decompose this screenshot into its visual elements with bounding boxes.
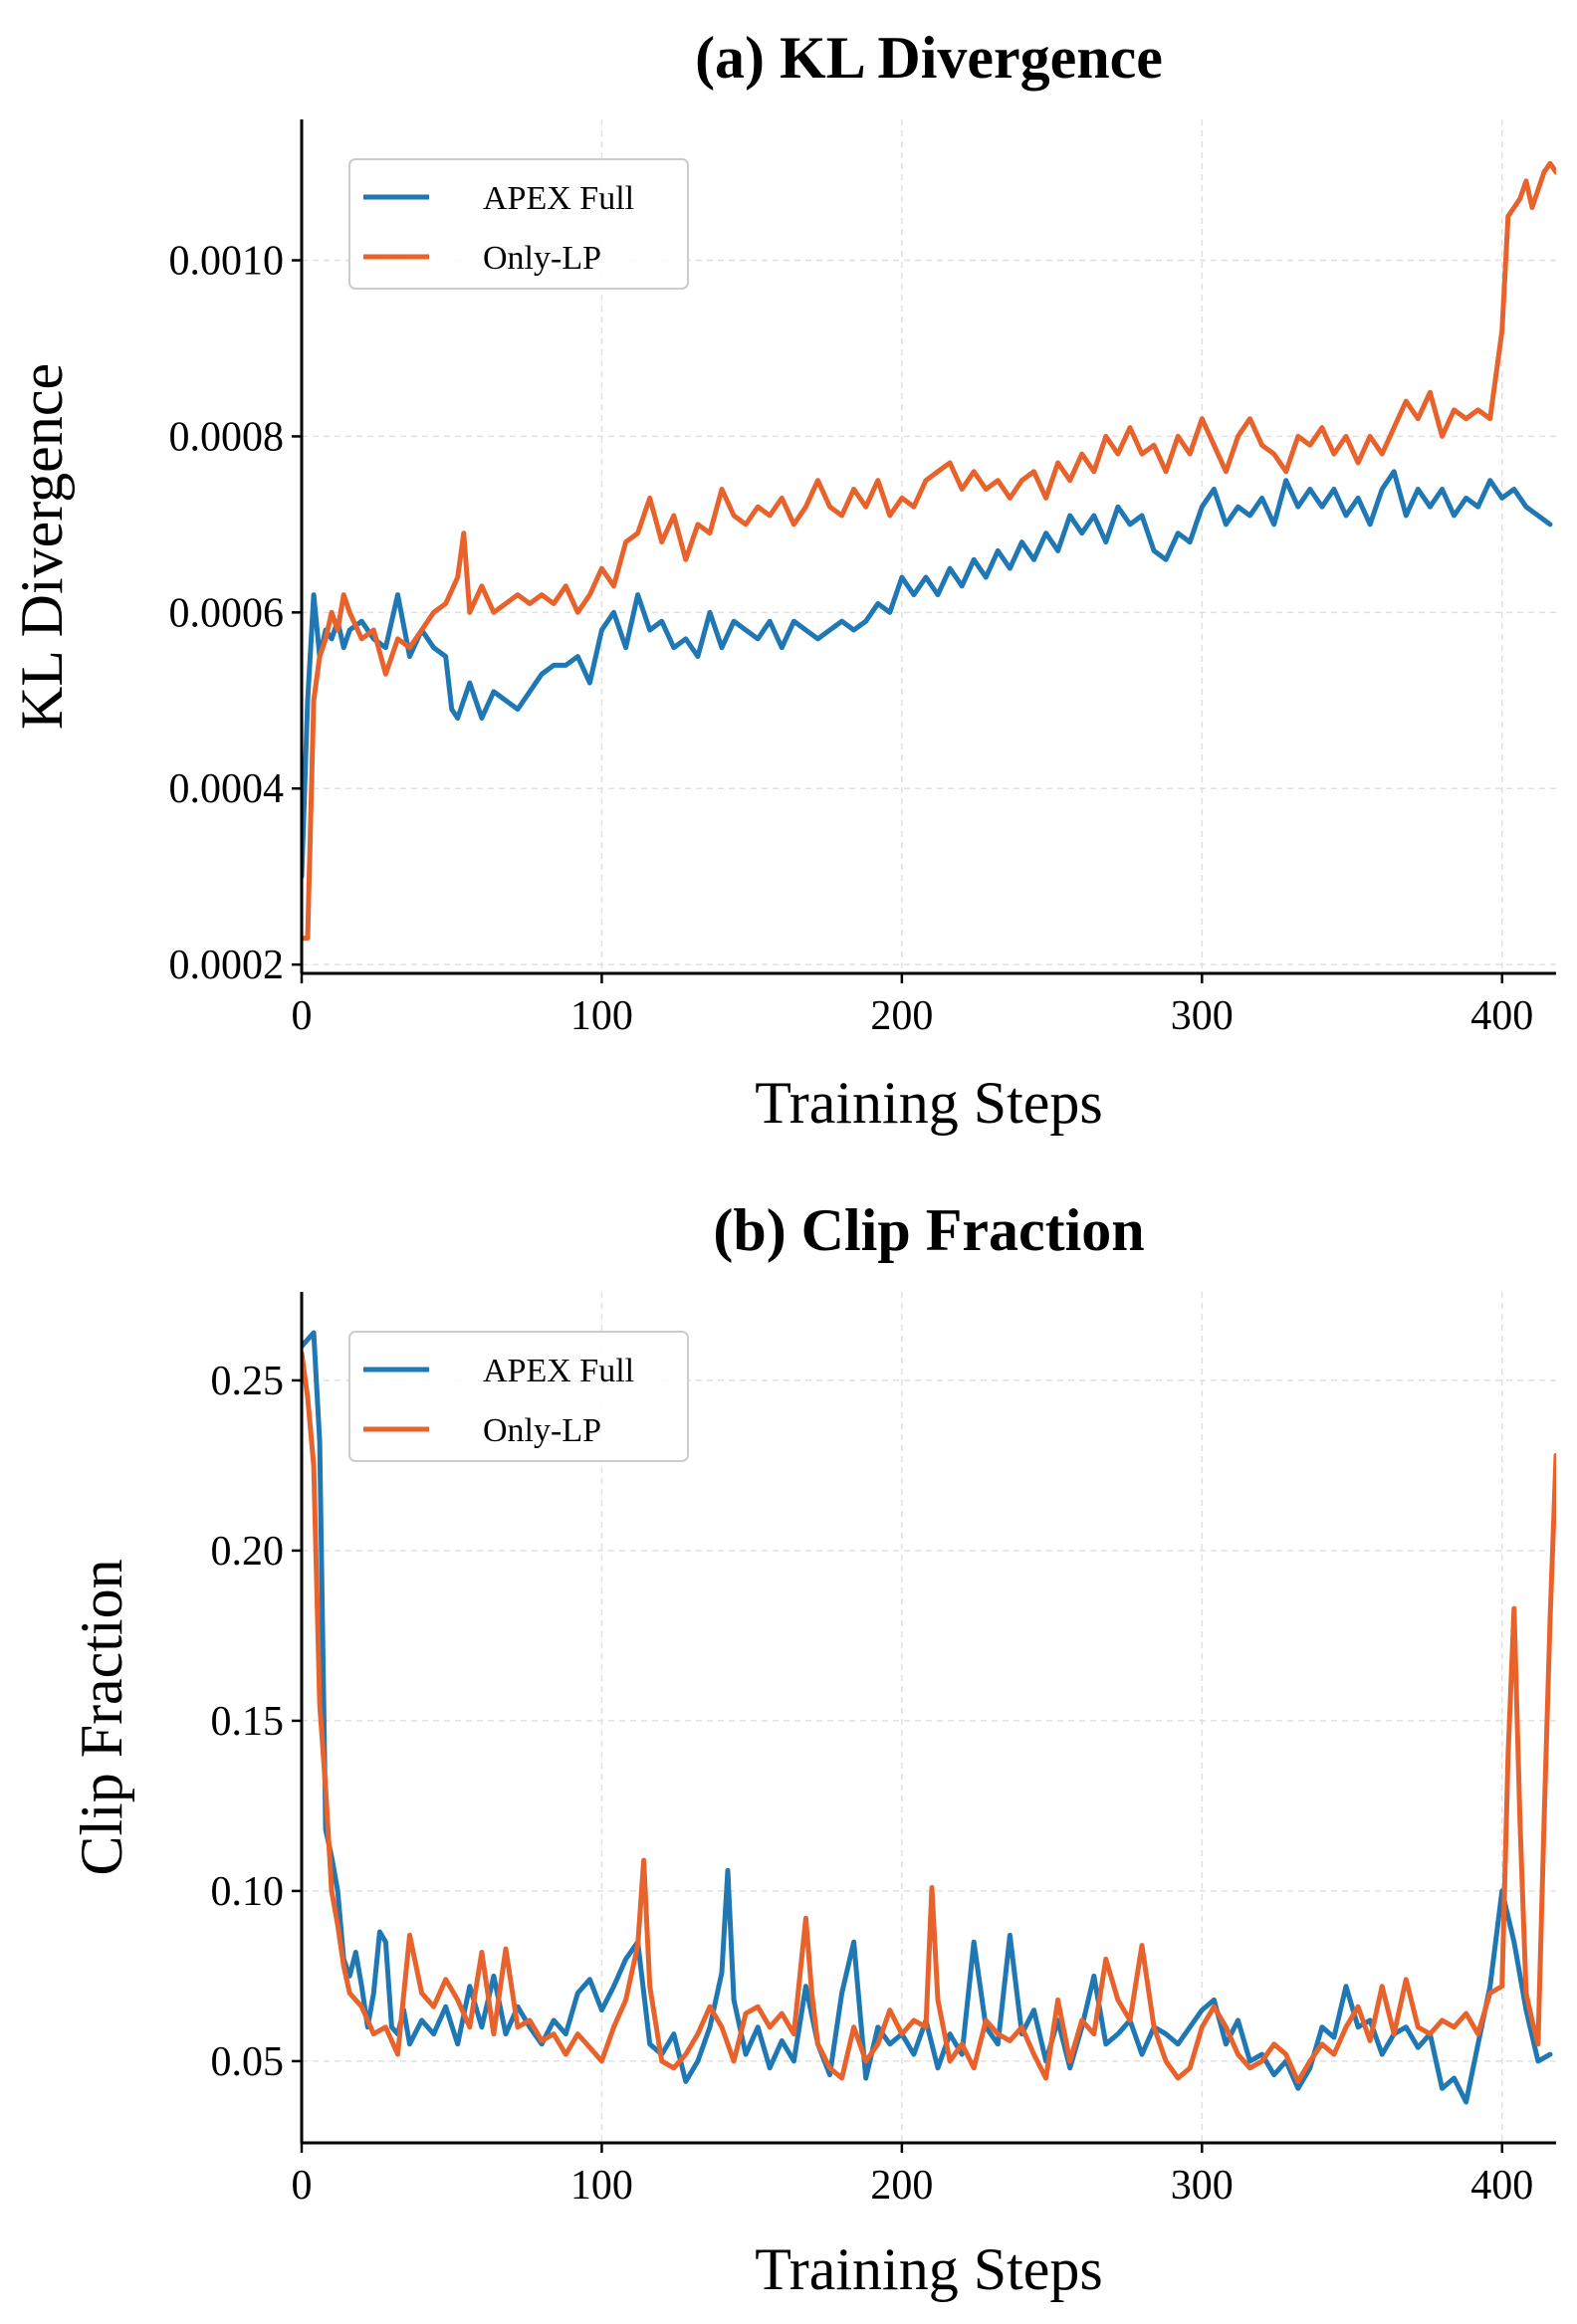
x-tick-label: 200: [870, 993, 933, 1039]
y-axis-label: KL Divergence: [9, 363, 75, 730]
series-line-apex-full: [302, 1330, 1553, 2105]
legend-label: Only-LP: [483, 1412, 601, 1449]
legend-label: Only-LP: [483, 240, 601, 277]
series-line-apex-full: [302, 469, 1553, 880]
x-tick-label: 0: [292, 993, 313, 1039]
y-tick-label: 0.05: [211, 2039, 285, 2085]
series-line-only-lp: [302, 160, 1556, 942]
legend-box: [348, 1331, 689, 1462]
legend: APEX Full Only-LP: [348, 158, 689, 290]
x-tick-label: 300: [1171, 2163, 1234, 2209]
x-tick-label: 200: [870, 2163, 933, 2209]
x-tick-label: 0: [292, 2163, 313, 2209]
y-tick-label: 0.0010: [169, 239, 285, 285]
chart-panel-clip-fraction: 0 100 200 300 400 0.05 0.10 0.15 0.20 0.25 (b) Cli…: [69, 1197, 1556, 2302]
series-line-only-lp: [302, 1351, 1556, 2084]
x-tick-label: 400: [1470, 993, 1533, 1039]
y-tick-label: 0.25: [211, 1359, 285, 1404]
x-tick-label: 300: [1171, 993, 1234, 1039]
chart-panel-kl-divergence: 0 100 200 300 400 0.0002 0.0004 0.0006 0.0008 0.0…: [9, 25, 1556, 1136]
legend-label: APEX Full: [483, 180, 634, 217]
x-axis-label: Training Steps: [755, 2236, 1103, 2302]
x-tick-label: 400: [1470, 2163, 1533, 2209]
y-tick-label: 0.10: [211, 1869, 285, 1915]
x-tick-label: 100: [570, 2163, 633, 2209]
legend: APEX Full Only-LP: [348, 1331, 689, 1462]
y-tick-label: 0.0006: [169, 590, 285, 636]
x-tick-label: 100: [570, 993, 633, 1039]
y-tick-label: 0.0004: [169, 766, 285, 812]
y-tick-label: 0.0008: [169, 414, 285, 460]
y-tick-label: 0.15: [211, 1699, 285, 1745]
y-tick-label: 0.0002: [169, 943, 285, 988]
legend-box: [348, 158, 689, 290]
y-axis-label: Clip Fraction: [69, 1559, 134, 1875]
chart-title: (b) Clip Fraction: [713, 1197, 1144, 1263]
x-axis-label: Training Steps: [755, 1070, 1103, 1136]
chart-title: (a) KL Divergence: [695, 25, 1163, 91]
legend-label: APEX Full: [483, 1353, 634, 1389]
y-tick-label: 0.20: [211, 1529, 285, 1575]
